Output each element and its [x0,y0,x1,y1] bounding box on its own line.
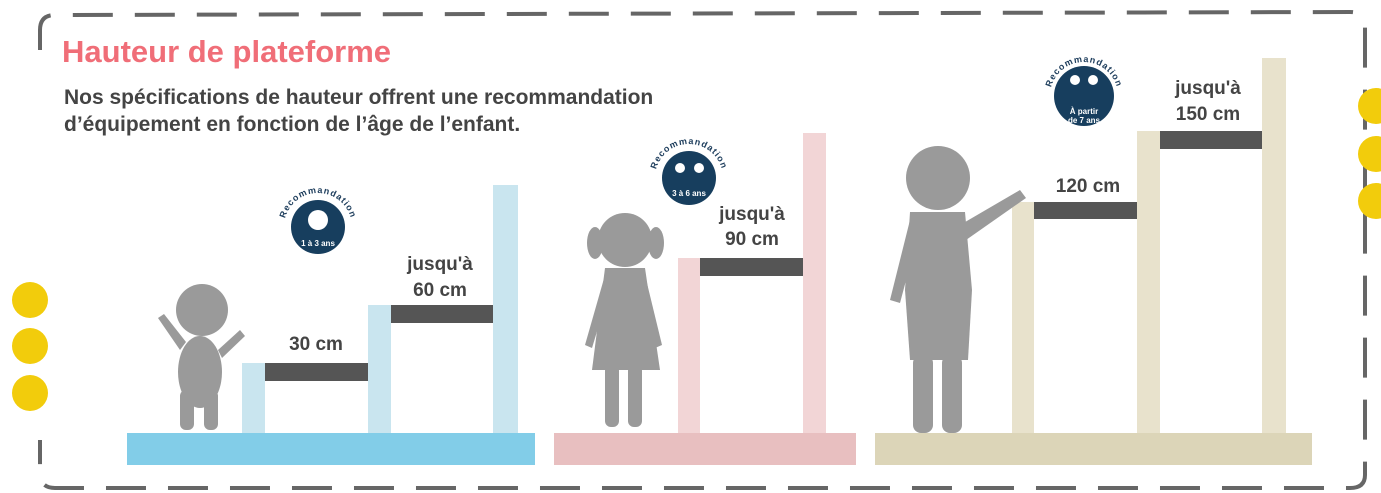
head [598,213,652,267]
leg [913,355,933,433]
pillar [242,363,265,433]
pillar [1262,58,1286,433]
height-label: 30 cm [289,334,343,355]
pillar [803,133,826,433]
pillar [493,185,518,433]
badge-age: 3 à 6 ans [672,189,706,198]
head [176,284,228,336]
badge-icon [1070,75,1080,85]
leg [605,365,619,427]
badge-icon [1088,75,1098,85]
platform [700,258,803,276]
base [554,433,856,465]
height-label: jusqu'à [718,204,785,225]
pillar [1137,131,1160,433]
platform [1034,202,1137,219]
base [875,433,1312,465]
head [906,146,970,210]
platform [1160,131,1262,149]
subtitle-line: Nos spécifications de hauteur offrent un… [64,86,653,109]
badge-icon [308,210,328,230]
height-label: 120 cm [1056,176,1120,197]
leg [942,355,962,433]
dot [12,282,48,318]
leg [628,365,642,427]
badge-icon [675,163,685,173]
base [127,433,535,465]
badge-icon [694,163,704,173]
pillar [1012,202,1034,433]
leg [204,390,218,430]
title: Hauteur de plateforme [62,34,391,69]
dot [12,328,48,364]
leg [180,390,194,430]
pigtail [587,227,603,259]
pillar [368,305,391,433]
subtitle-line: d’équipement en fonction de l’âge de l’e… [64,113,520,136]
platform [265,363,368,381]
height-label: 60 cm [413,280,467,301]
dot [12,375,48,411]
pigtail [648,227,664,259]
platform [391,305,493,323]
pillar [678,258,700,433]
badge-age: de 7 ans [1068,116,1101,125]
badge-age: À partir [1070,107,1098,116]
height-label: jusqu'à [406,254,473,275]
infographic: Hauteur de plateforme Nos spécifications… [0,0,1381,493]
badge-age: 1 à 3 ans [301,239,335,248]
height-label: 90 cm [725,229,779,250]
height-label: 150 cm [1176,104,1240,125]
height-label: jusqu'à [1174,78,1241,99]
